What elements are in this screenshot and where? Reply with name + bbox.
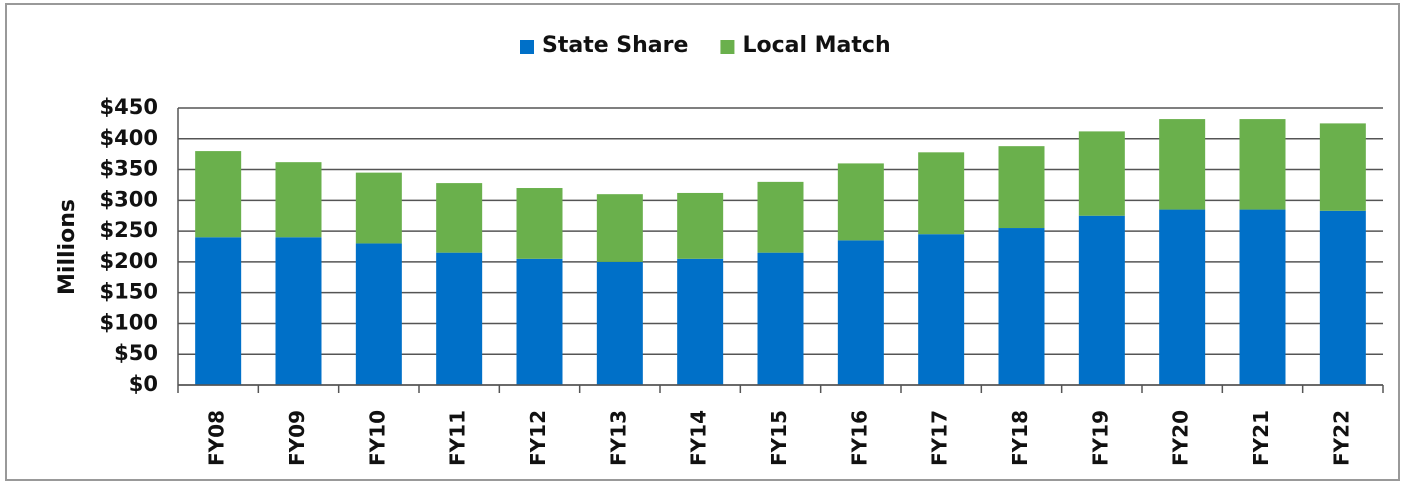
bar-segment bbox=[998, 146, 1045, 229]
y-tick-label: $300 bbox=[100, 187, 158, 211]
bar-segment bbox=[1159, 209, 1206, 385]
bar-segment bbox=[436, 252, 483, 385]
bar-segment bbox=[1078, 131, 1125, 216]
x-tick-label: FY16 bbox=[847, 410, 871, 466]
bar-segment bbox=[677, 258, 724, 385]
x-tick-label: FY12 bbox=[526, 410, 550, 466]
bar-segment bbox=[1239, 119, 1286, 210]
bar-segment bbox=[757, 252, 804, 385]
bar-segment bbox=[275, 162, 322, 238]
x-tick-label: FY19 bbox=[1088, 410, 1112, 466]
bar-segment bbox=[516, 258, 563, 385]
bar-segment bbox=[195, 151, 242, 238]
y-tick-label: $100 bbox=[100, 310, 158, 334]
bar-segment bbox=[837, 240, 884, 385]
y-tick-label: $350 bbox=[100, 157, 158, 181]
bar-segment bbox=[1159, 119, 1206, 210]
x-tick-label: FY08 bbox=[205, 410, 229, 466]
y-axis-label: Millions bbox=[55, 199, 80, 295]
legend-label: Local Match bbox=[742, 33, 890, 58]
bar-segment bbox=[195, 237, 242, 385]
bar-segment bbox=[436, 183, 483, 253]
legend-swatch bbox=[520, 40, 534, 54]
x-tick-label: FY10 bbox=[365, 410, 389, 466]
bar-segment bbox=[355, 243, 402, 385]
y-tick-label: $450 bbox=[100, 95, 158, 119]
x-tick-label: FY15 bbox=[767, 410, 791, 466]
bar-segment bbox=[1319, 210, 1366, 385]
y-tick-label: $250 bbox=[100, 218, 158, 242]
bar-segment bbox=[1319, 123, 1366, 211]
bar-segment bbox=[1078, 215, 1125, 385]
legend-swatch bbox=[720, 40, 735, 54]
bar-segment bbox=[677, 192, 724, 259]
bar-segment bbox=[355, 172, 402, 244]
x-tick-label: FY09 bbox=[285, 410, 309, 466]
bar-segment bbox=[757, 181, 804, 253]
bar-segment bbox=[918, 234, 965, 385]
bar-segment bbox=[275, 237, 322, 385]
y-tick-label: $400 bbox=[100, 126, 158, 150]
x-tick-label: FY11 bbox=[446, 410, 470, 466]
x-tick-label: FY22 bbox=[1329, 410, 1353, 466]
bar-segment bbox=[998, 228, 1045, 385]
y-tick-label: $150 bbox=[100, 280, 158, 304]
bar-segment bbox=[918, 152, 965, 235]
y-tick-label: $0 bbox=[129, 372, 158, 396]
x-tick-label: FY13 bbox=[606, 410, 630, 466]
x-tick-label: FY14 bbox=[687, 410, 711, 466]
bar-segment bbox=[516, 188, 563, 259]
bar-segment bbox=[837, 163, 884, 241]
y-tick-label: $50 bbox=[114, 341, 158, 365]
x-tick-label: FY21 bbox=[1249, 410, 1273, 466]
x-tick-label: FY18 bbox=[1008, 410, 1032, 466]
legend-label: State Share bbox=[542, 33, 688, 58]
bar-segment bbox=[596, 261, 643, 385]
bar-segment bbox=[596, 194, 643, 262]
x-tick-label: FY17 bbox=[928, 410, 952, 466]
x-tick-label: FY20 bbox=[1169, 410, 1193, 466]
y-tick-label: $200 bbox=[100, 249, 158, 273]
bar-segment bbox=[1239, 209, 1286, 385]
